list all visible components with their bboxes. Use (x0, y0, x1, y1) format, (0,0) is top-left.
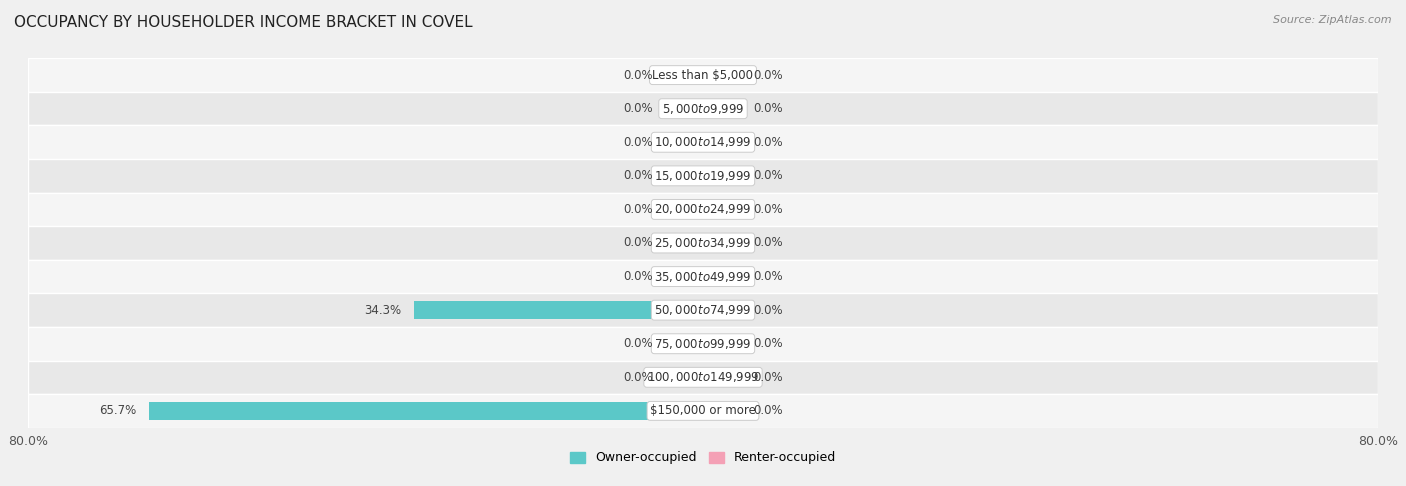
Bar (28, 294, 1378, 327)
Bar (665, 100, 703, 118)
Bar (28, 327, 1378, 361)
Bar (665, 134, 703, 151)
Text: $5,000 to $9,999: $5,000 to $9,999 (662, 102, 744, 116)
Text: 0.0%: 0.0% (754, 102, 783, 115)
Bar (665, 368, 703, 386)
Text: $150,000 or more: $150,000 or more (650, 404, 756, 417)
Bar (28, 58, 1378, 92)
Text: 0.0%: 0.0% (754, 270, 783, 283)
Bar (703, 301, 741, 319)
Text: $50,000 to $74,999: $50,000 to $74,999 (654, 303, 752, 317)
Bar (665, 167, 703, 185)
Bar (703, 201, 741, 218)
Text: 0.0%: 0.0% (754, 69, 783, 82)
Text: 0.0%: 0.0% (754, 337, 783, 350)
Text: 0.0%: 0.0% (754, 203, 783, 216)
Bar (703, 335, 741, 352)
Bar (665, 335, 703, 352)
Text: 0.0%: 0.0% (623, 270, 652, 283)
Bar (703, 368, 741, 386)
Text: $10,000 to $14,999: $10,000 to $14,999 (654, 135, 752, 149)
Text: $15,000 to $19,999: $15,000 to $19,999 (654, 169, 752, 183)
Bar (703, 268, 741, 285)
Bar (28, 159, 1378, 192)
Bar (703, 134, 741, 151)
Text: $75,000 to $99,999: $75,000 to $99,999 (654, 337, 752, 351)
Bar (665, 234, 703, 252)
Text: $35,000 to $49,999: $35,000 to $49,999 (654, 270, 752, 283)
Bar (28, 361, 1378, 394)
Bar (665, 201, 703, 218)
Text: 0.0%: 0.0% (754, 304, 783, 317)
Text: Source: ZipAtlas.com: Source: ZipAtlas.com (1274, 15, 1392, 25)
Bar (28, 226, 1378, 260)
Bar (665, 268, 703, 285)
Text: 0.0%: 0.0% (623, 203, 652, 216)
Legend: Owner-occupied, Renter-occupied: Owner-occupied, Renter-occupied (565, 447, 841, 469)
Text: 0.0%: 0.0% (623, 136, 652, 149)
Text: 0.0%: 0.0% (623, 237, 652, 249)
Text: 0.0%: 0.0% (623, 371, 652, 384)
Bar (28, 192, 1378, 226)
Text: $20,000 to $24,999: $20,000 to $24,999 (654, 203, 752, 216)
Bar (703, 67, 741, 84)
Text: $25,000 to $34,999: $25,000 to $34,999 (654, 236, 752, 250)
Text: OCCUPANCY BY HOUSEHOLDER INCOME BRACKET IN COVEL: OCCUPANCY BY HOUSEHOLDER INCOME BRACKET … (14, 15, 472, 30)
Bar (28, 125, 1378, 159)
Bar (28, 394, 1378, 428)
Text: 0.0%: 0.0% (754, 404, 783, 417)
Text: 65.7%: 65.7% (98, 404, 136, 417)
Text: Less than $5,000: Less than $5,000 (652, 69, 754, 82)
Bar (703, 167, 741, 185)
Text: 0.0%: 0.0% (754, 136, 783, 149)
Bar (28, 260, 1378, 294)
Text: $100,000 to $149,999: $100,000 to $149,999 (647, 370, 759, 384)
Text: 0.0%: 0.0% (623, 69, 652, 82)
Bar (28, 92, 1378, 125)
Text: 0.0%: 0.0% (623, 337, 652, 350)
Bar (149, 402, 703, 419)
Bar (413, 301, 703, 319)
Text: 0.0%: 0.0% (754, 237, 783, 249)
Bar (665, 67, 703, 84)
Bar (703, 100, 741, 118)
Text: 34.3%: 34.3% (364, 304, 401, 317)
Text: 0.0%: 0.0% (623, 169, 652, 182)
Text: 0.0%: 0.0% (623, 102, 652, 115)
Bar (703, 234, 741, 252)
Text: 0.0%: 0.0% (754, 169, 783, 182)
Bar (703, 402, 741, 419)
Text: 0.0%: 0.0% (754, 371, 783, 384)
